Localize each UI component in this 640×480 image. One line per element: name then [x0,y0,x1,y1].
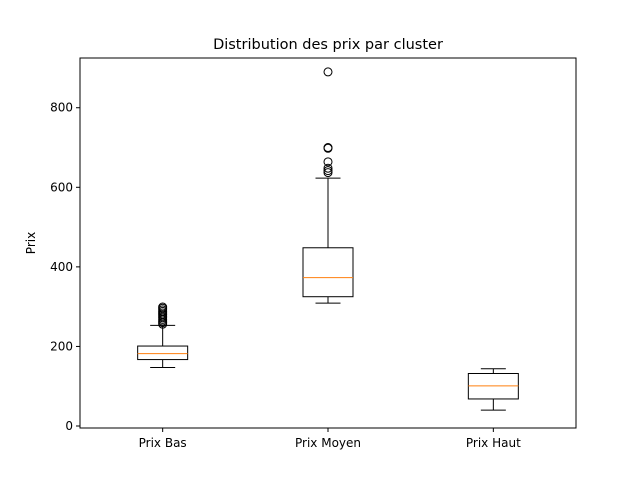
outlier-point [323,143,333,153]
outlier-point [323,157,333,167]
box-iqr [137,345,189,361]
outlier-point [158,302,168,312]
x-tick-label: Prix Bas [139,436,187,450]
y-tick-label: 800 [50,101,73,115]
box-iqr [302,247,354,298]
outlier-point [323,166,333,176]
y-tick-label: 200 [50,339,73,353]
x-tick-label: Prix Haut [466,436,521,450]
y-axis-label: Prix [24,232,38,254]
y-tick-label: 0 [65,419,73,433]
outlier-point [323,67,333,77]
y-tick-label: 600 [50,180,73,194]
y-tick-label: 400 [50,260,73,274]
x-tick-label: Prix Moyen [295,436,361,450]
chart-title: Distribution des prix par cluster [213,37,443,53]
plot-area: 0 200 400 600 800 Prix Bas Prix Moyen Prix Haut [50,57,577,450]
outlier-point [323,163,333,173]
